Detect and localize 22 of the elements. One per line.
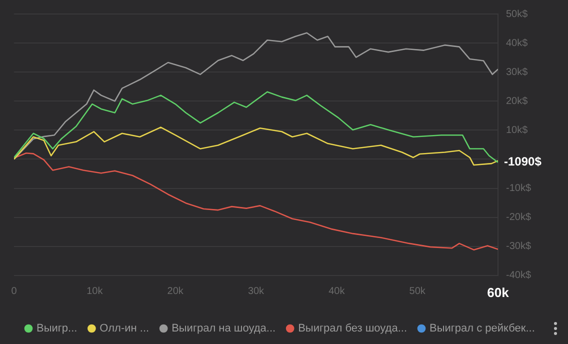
- y-tick-label: -20k$: [506, 212, 532, 224]
- y-tick-label: -30k$: [506, 241, 532, 252]
- y-tick-label: 10k$: [506, 124, 528, 136]
- x-tick-label: 20k: [167, 286, 184, 298]
- y-tick-label: -40k$: [506, 270, 532, 282]
- x-tick-label: 10k: [86, 286, 104, 298]
- annotation: -1090$: [504, 154, 542, 169]
- y-tick-label: 50k$: [506, 8, 528, 20]
- x-tick-label: 60k: [487, 284, 510, 300]
- y-tick-label: 20k$: [506, 96, 528, 107]
- y-tick-label: 40k$: [506, 38, 528, 49]
- y-tick-label: -10k$: [506, 183, 532, 194]
- legend-label: Выиграл без шоуда...: [298, 322, 407, 335]
- legend-label: Выиграл с рейкбек...: [430, 322, 535, 335]
- legend-label: Выигр...: [36, 322, 78, 335]
- legend-label: Олл-ин ...: [100, 322, 150, 335]
- x-tick-label: 0: [11, 286, 18, 298]
- x-tick-label: 30k: [248, 286, 266, 298]
- x-tick-label: 40k: [328, 286, 346, 298]
- y-tick-label: 30k$: [506, 66, 528, 78]
- legend-label: Выиграл на шоуда...: [172, 322, 276, 335]
- x-tick-label: 50k: [409, 286, 426, 298]
